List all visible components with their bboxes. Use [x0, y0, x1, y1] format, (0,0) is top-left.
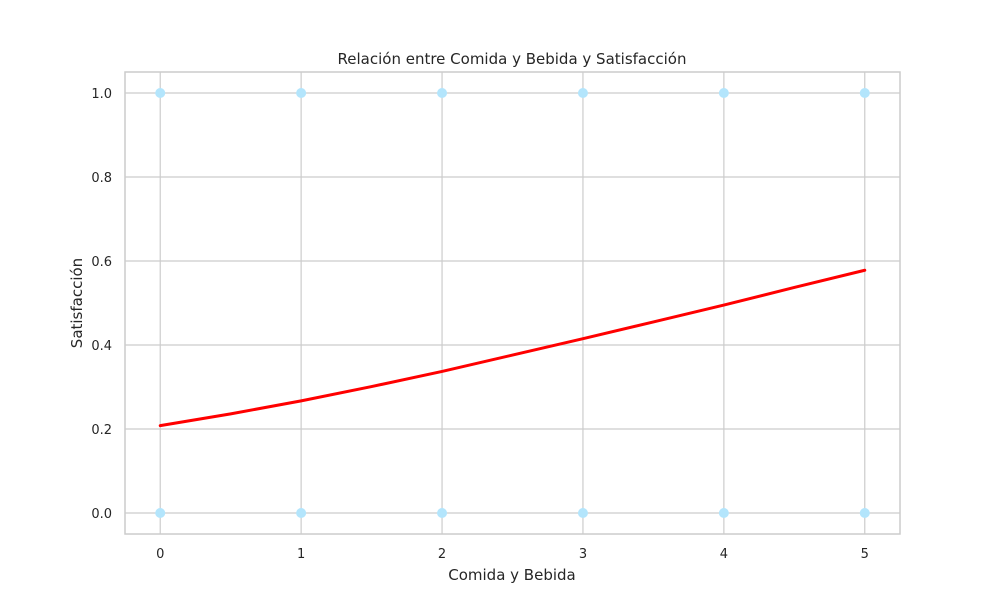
- x-tick-label: 1: [297, 547, 305, 562]
- scatter-point: [577, 508, 588, 518]
- scatter-point: [718, 88, 729, 98]
- grid: [125, 72, 900, 534]
- scatter-point: [296, 88, 307, 98]
- scatter-point: [437, 508, 448, 518]
- x-tick-label: 2: [438, 547, 446, 562]
- x-tick-label: 0: [156, 547, 164, 562]
- ticks: 0 1 2 3 4 5 0.0 0.2 0.4 0.6 0.8 1.0: [91, 87, 869, 562]
- scatter-point: [155, 508, 166, 518]
- x-tick-label: 3: [579, 547, 587, 562]
- trend-line: [158, 268, 867, 428]
- chart-title: Relación entre Comida y Bebida y Satisfa…: [338, 50, 687, 68]
- scatter-point: [577, 88, 588, 98]
- y-tick-label: 0.2: [91, 423, 112, 438]
- y-tick-label: 0.0: [91, 507, 112, 522]
- y-tick-label: 0.6: [91, 255, 112, 270]
- x-axis-label: Comida y Bebida: [448, 566, 575, 584]
- scatter-point: [155, 88, 166, 98]
- y-tick-label: 0.8: [91, 171, 112, 186]
- y-tick-label: 0.4: [91, 339, 112, 354]
- scatter-point: [437, 88, 448, 98]
- x-tick-label: 5: [861, 547, 869, 562]
- marks: [155, 88, 870, 518]
- scatter-point: [296, 508, 307, 518]
- scatter-point: [859, 88, 870, 98]
- y-tick-label: 1.0: [91, 87, 112, 102]
- scatter-point: [859, 508, 870, 518]
- plot-frame: [124, 71, 901, 535]
- x-tick-label: 4: [720, 547, 728, 562]
- y-axis-label: Satisfacción: [68, 258, 86, 348]
- scatter-point: [718, 508, 729, 518]
